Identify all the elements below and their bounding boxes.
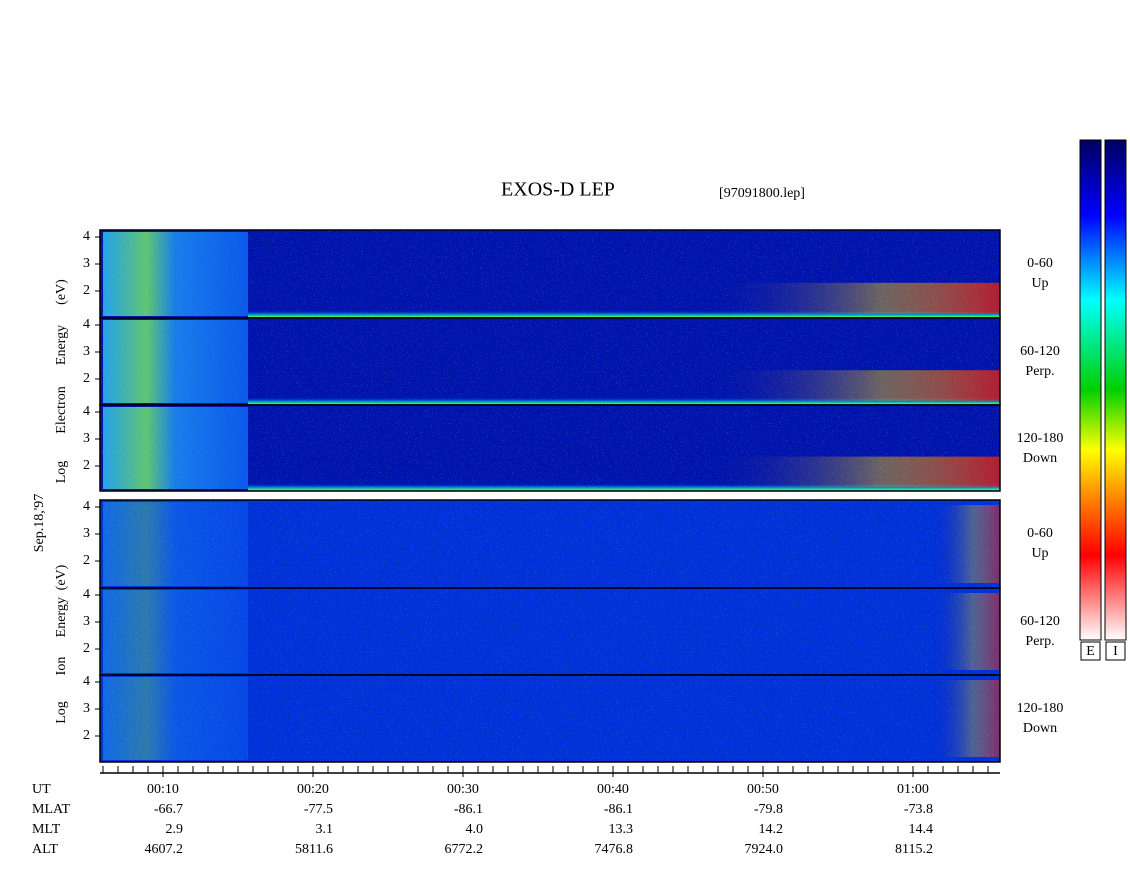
pitch-direction: Up [1031,276,1048,291]
ephemeris-value: -77.5 [304,802,333,817]
ephemeris-value: 6772.2 [445,842,484,857]
early-region [103,320,248,403]
y-tick-label: 4 [83,674,90,689]
y-tick-label: 2 [83,553,90,568]
y-tick-label: 2 [83,371,90,386]
ephemeris-value: -66.7 [154,802,183,817]
ephemeris-value: 14.2 [759,822,784,837]
axis-label: Energy [54,597,69,637]
title: EXOS-D LEP [501,179,615,201]
colorbar-label-box [1080,641,1101,661]
pitch-direction: Up [1031,546,1048,561]
ephemeris-value: 00:50 [747,782,779,797]
axis-label: (eV) [54,279,69,305]
colorbar-label-box [1105,641,1126,661]
y-tick-label: 4 [83,229,90,244]
y-tick-label: 4 [83,499,90,514]
pitch-range: 120-180 [1017,701,1064,716]
ephemeris-value: 00:40 [597,782,629,797]
ion-region [930,680,1000,757]
y-tick-label: 4 [83,587,90,602]
pitch-direction: Perp. [1025,364,1054,379]
ephemeris-value: -86.1 [454,802,483,817]
ephemeris-value: 7924.0 [745,842,784,857]
axis-label: Energy [54,325,69,365]
axis-label: Log [54,701,69,724]
early-region [103,407,248,489]
early-region [103,590,248,673]
colorbar-label: E [1086,644,1095,659]
y-tick-label: 4 [83,317,90,332]
panel-frame [99,404,1001,492]
pitch-range: 60-120 [1020,344,1060,359]
ephemeris-value: 13.3 [609,822,634,837]
axis-label: (eV) [54,564,69,590]
early-region [103,502,248,586]
y-tick-label: 3 [83,256,90,271]
ephemeris-value: 4.0 [466,822,484,837]
pitch-range: 120-180 [1017,431,1064,446]
ion-region [930,593,1000,670]
pitch-direction: Down [1023,451,1057,466]
pitch-range: 0-60 [1027,256,1053,271]
colorbar-label: I [1113,644,1118,659]
ephemeris-value: 00:30 [447,782,479,797]
ephemeris-value: -86.1 [604,802,633,817]
pitch-direction: Perp. [1025,634,1054,649]
ephemeris-value: 7476.8 [595,842,634,857]
y-tick-label: 2 [83,728,90,743]
axis-label: Log [54,461,69,484]
y-tick-label: 3 [83,701,90,716]
energy-band [700,282,1000,314]
y-tick-label: 3 [83,431,90,446]
ephemeris-value: 8115.2 [895,842,933,857]
spectrogram-texture [100,500,1000,588]
spectrogram-texture [100,588,1000,675]
ephemeris-value: 5811.6 [295,842,333,857]
ephemeris-value: 01:00 [897,782,929,797]
ephemeris-value: 2.9 [166,822,184,837]
energy-band [700,456,1000,487]
panel-frame [99,674,1001,763]
ephemeris-value: 4607.2 [145,842,184,857]
y-tick-label: 3 [83,344,90,359]
pitch-range: 60-120 [1020,614,1060,629]
y-tick-label: 2 [83,641,90,656]
ephemeris-value: -73.8 [904,802,933,817]
ephemeris-value: -79.8 [754,802,783,817]
ephemeris-value: 3.1 [316,822,334,837]
axis-label: Electron [54,386,69,433]
file-name: [97091800.lep] [719,186,805,201]
pitch-direction: Down [1023,721,1057,736]
row-label: MLT [32,822,61,837]
y-tick-label: 2 [83,283,90,298]
y-tick-label: 4 [83,404,90,419]
row-label: ALT [32,842,58,857]
ephemeris-value: 00:20 [297,782,329,797]
y-tick-label: 3 [83,614,90,629]
early-region [103,677,248,760]
ion-region [930,505,1000,583]
early-region [103,232,248,316]
axis-label: Ion [54,657,69,676]
pitch-range: 0-60 [1027,526,1053,541]
date-label: Sep.18,'97 [32,494,47,553]
colorbar [1079,139,1102,641]
ephemeris-value: 14.4 [909,822,934,837]
energy-band [700,370,1000,401]
spectrogram-texture [100,675,1000,762]
row-label: MLAT [32,802,71,817]
y-tick-label: 3 [83,526,90,541]
ephemeris-value: 00:10 [147,782,179,797]
row-label: UT [32,782,51,797]
y-tick-label: 2 [83,458,90,473]
colorbar [1104,139,1127,641]
